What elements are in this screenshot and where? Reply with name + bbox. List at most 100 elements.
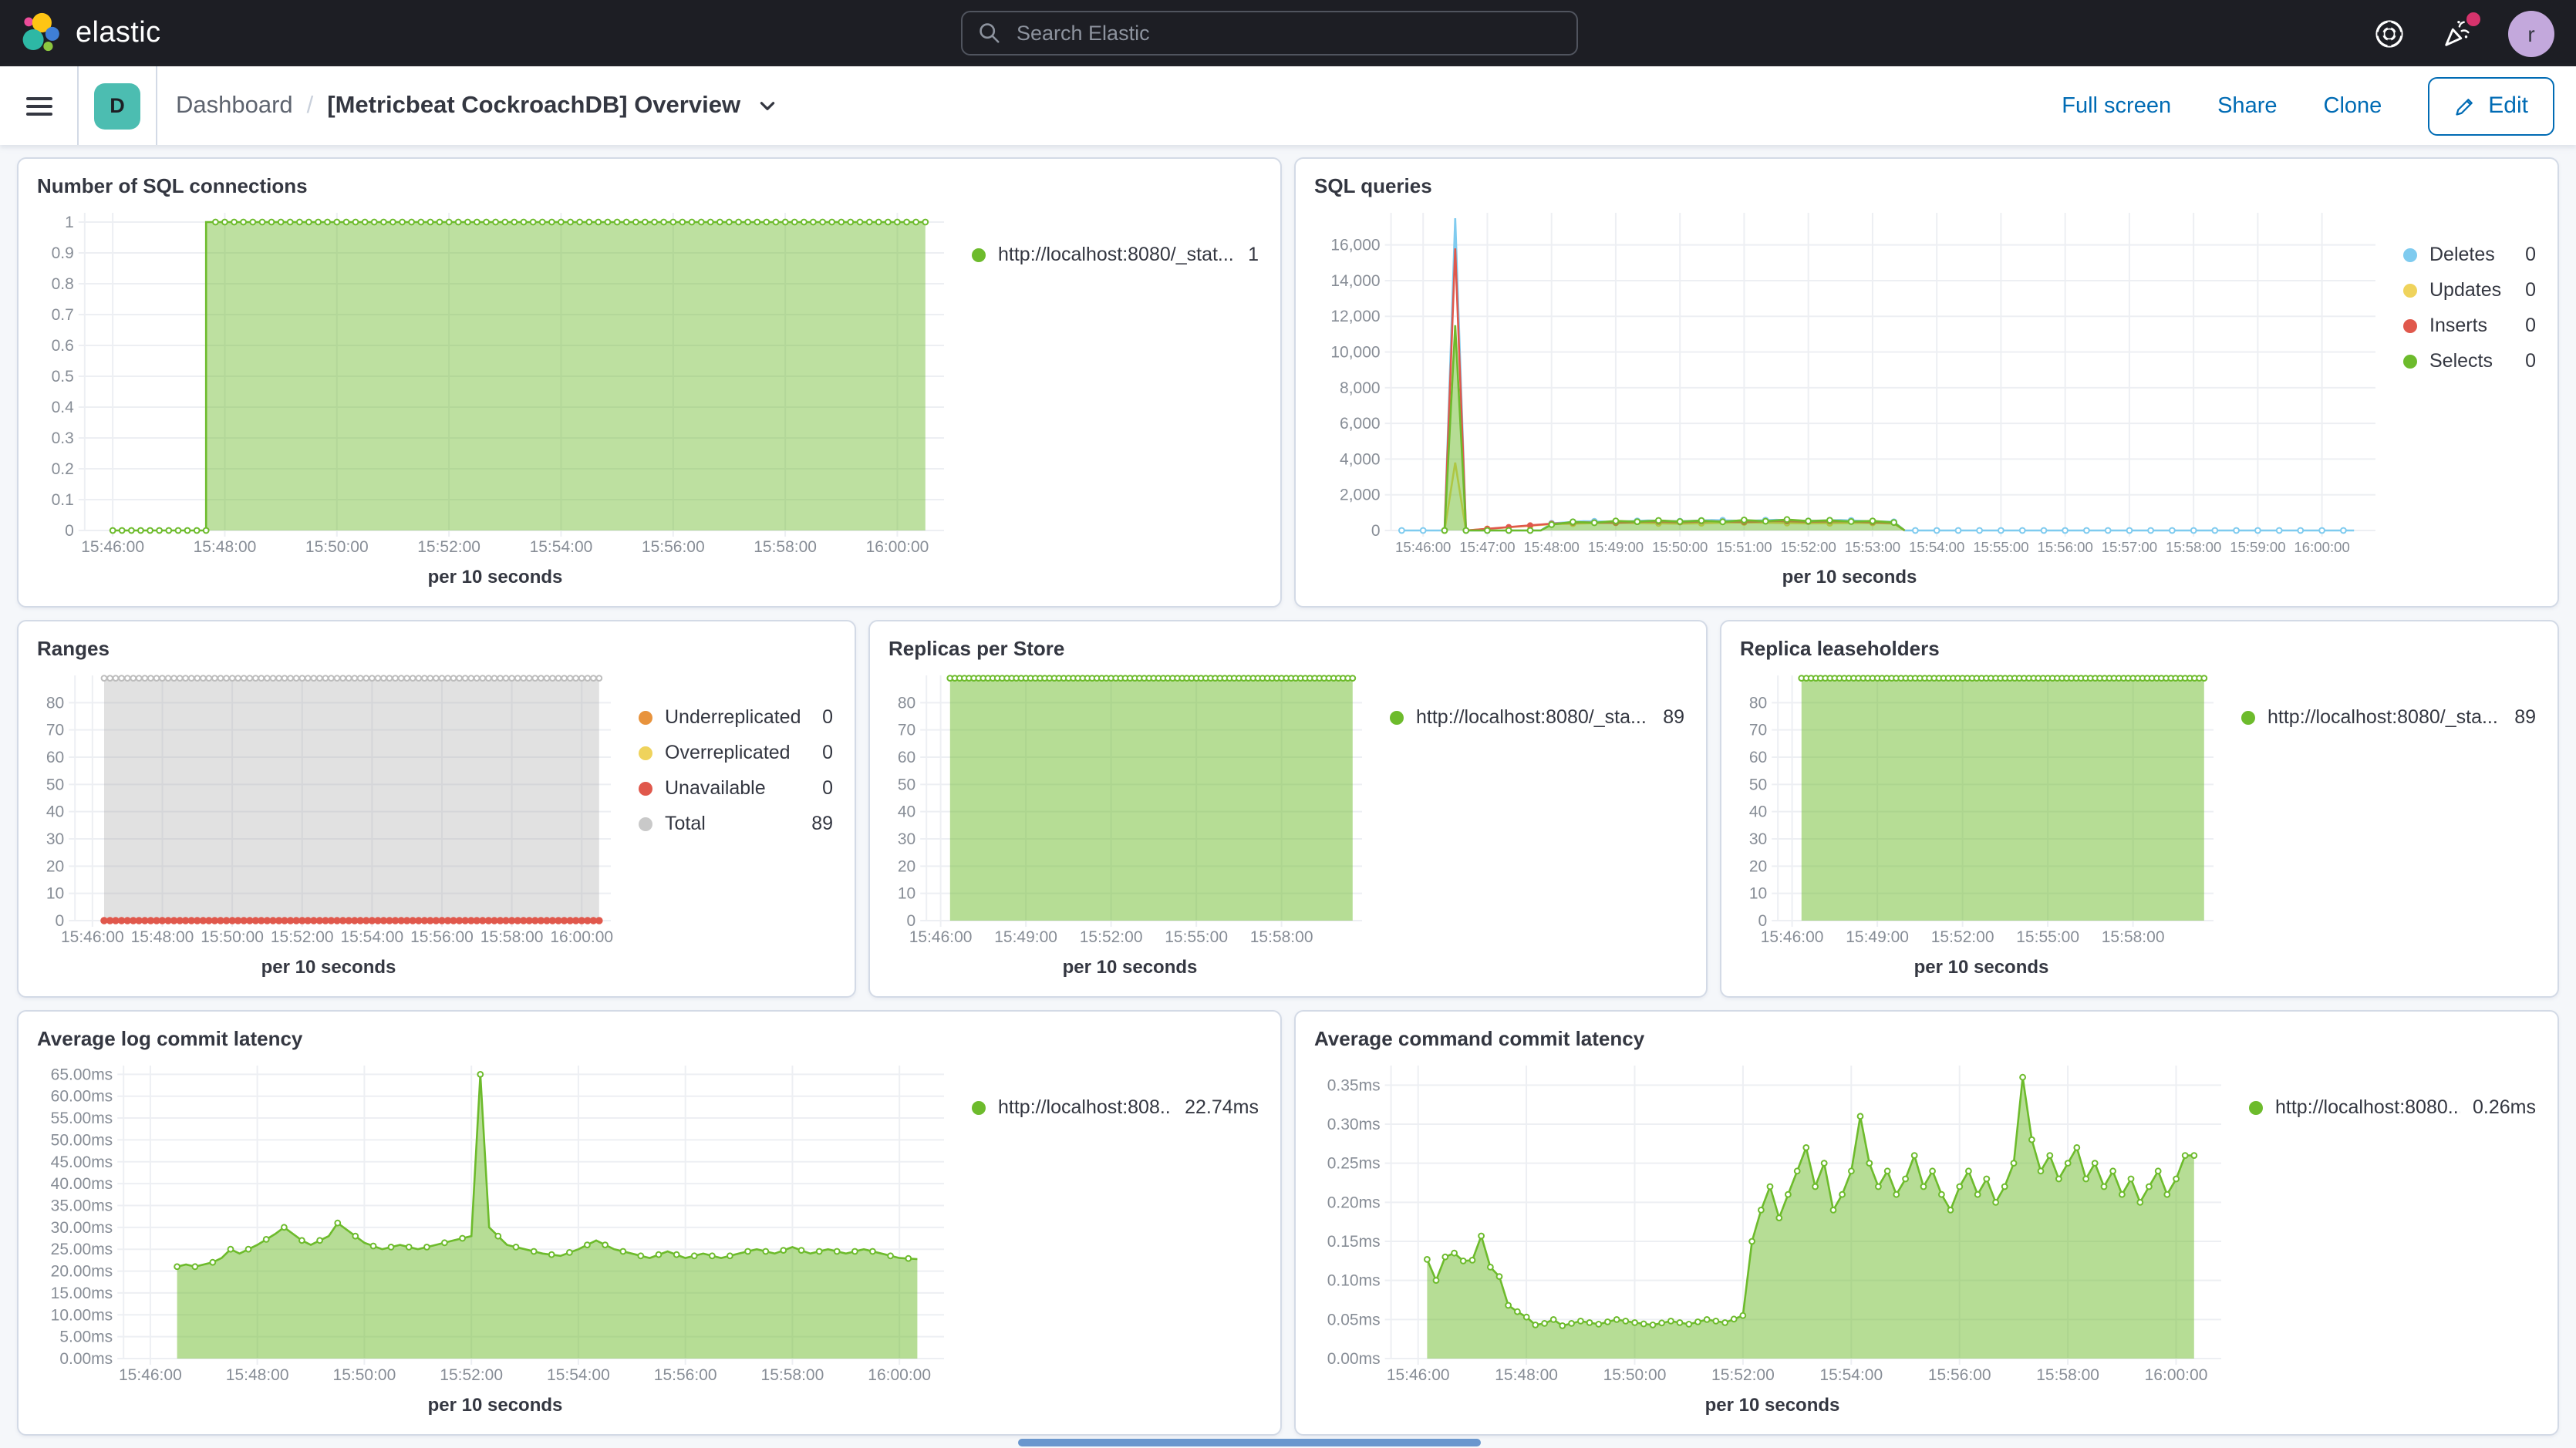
legend-item[interactable]: Inserts 0 <box>2403 315 2536 336</box>
svg-text:60: 60 <box>898 749 915 766</box>
search-input[interactable] <box>1013 20 1561 46</box>
panel-title[interactable]: Ranges <box>37 637 110 660</box>
space-avatar[interactable]: D <box>94 83 140 129</box>
legend-item[interactable]: http://localhost:8080/_stat... 1 <box>972 244 1259 265</box>
divider <box>77 66 79 145</box>
legend-item[interactable]: Updates 0 <box>2403 279 2536 301</box>
svg-text:15:58:00: 15:58:00 <box>2102 928 2165 946</box>
x-axis-label: per 10 seconds <box>427 1394 563 1416</box>
sql-queries-chart[interactable]: 15:46:00 15:47:00 15:48:00 15:49:00 15:50:00… <box>1311 204 2388 561</box>
newsfeed-icon[interactable] <box>2440 12 2480 50</box>
svg-text:15:46:00: 15:46:00 <box>1387 1366 1450 1384</box>
svg-text:10: 10 <box>1749 885 1767 903</box>
svg-text:2,000: 2,000 <box>1340 487 1381 504</box>
command-commit-latency-chart[interactable]: 15:46:00 15:48:00 15:50:00 15:52:00 15:54:00… <box>1311 1056 2234 1389</box>
panel-title[interactable]: Average command commit latency <box>1314 1027 1645 1050</box>
ranges-chart[interactable]: 15:46:00 15:48:00 15:50:00 15:52:00 15:54:00… <box>34 666 623 951</box>
edit-button[interactable]: Edit <box>2428 76 2554 135</box>
chevron-down-icon[interactable] <box>757 96 777 116</box>
legend-item[interactable]: Overreplicated 0 <box>639 742 833 763</box>
elastic-brand[interactable]: elastic <box>0 12 359 54</box>
svg-text:16:00:00: 16:00:00 <box>2294 539 2349 555</box>
legend-item[interactable]: Total 89 <box>639 813 833 834</box>
full-screen-button[interactable]: Full screen <box>2062 93 2172 118</box>
legend-item[interactable]: Selects 0 <box>2403 350 2536 372</box>
svg-text:15:46:00: 15:46:00 <box>119 1366 182 1384</box>
svg-text:0.00ms: 0.00ms <box>59 1350 113 1368</box>
svg-text:0.20ms: 0.20ms <box>1327 1194 1381 1211</box>
legend-value: 22.74ms <box>1185 1096 1259 1118</box>
svg-text:0.00ms: 0.00ms <box>1327 1350 1381 1368</box>
svg-text:45.00ms: 45.00ms <box>51 1153 113 1171</box>
share-button[interactable]: Share <box>2217 93 2278 118</box>
svg-text:70: 70 <box>898 722 915 739</box>
legend-swatch <box>972 248 986 261</box>
dashboard-grid: Number of SQL connections 15:46:00 15:48:… <box>0 145 2576 1448</box>
clone-button[interactable]: Clone <box>2323 93 2382 118</box>
svg-text:0.05ms: 0.05ms <box>1327 1311 1381 1328</box>
svg-text:0.4: 0.4 <box>52 399 75 416</box>
help-icon[interactable] <box>2372 16 2406 50</box>
replica-leaseholders-chart[interactable]: 15:46:00 15:49:00 15:52:00 15:55:00 15:58:00… <box>1737 666 2226 951</box>
global-search[interactable] <box>961 11 1578 56</box>
breadcrumb-dashboard-link[interactable]: Dashboard <box>176 92 293 118</box>
svg-text:15:58:00: 15:58:00 <box>1250 928 1313 946</box>
legend-swatch <box>972 1100 986 1114</box>
svg-text:15:58:00: 15:58:00 <box>761 1366 824 1384</box>
svg-text:15:52:00: 15:52:00 <box>271 928 334 946</box>
panel-title[interactable]: Replica leaseholders <box>1740 637 1940 660</box>
horizontal-scrollbar-thumb[interactable] <box>1018 1439 1481 1446</box>
panel-title[interactable]: Average log commit latency <box>37 1027 303 1050</box>
panel-title[interactable]: SQL queries <box>1314 174 1432 197</box>
menu-icon[interactable] <box>0 66 77 145</box>
sql-connections-chart[interactable]: 15:46:00 15:48:00 15:50:00 15:52:00 15:54:00… <box>34 204 956 561</box>
user-avatar[interactable]: r <box>2508 10 2554 56</box>
log-commit-latency-chart[interactable]: 15:46:00 15:48:00 15:50:00 15:52:00 15:54:00… <box>34 1056 956 1389</box>
legend-swatch <box>1390 710 1404 724</box>
legend-value: 0 <box>822 777 833 799</box>
svg-text:15:50:00: 15:50:00 <box>1603 1366 1667 1384</box>
svg-text:80: 80 <box>46 694 64 712</box>
panel-average-log-commit-latency: Average log commit latency 15:46:00 15:48… <box>17 1010 1282 1436</box>
svg-text:15:52:00: 15:52:00 <box>1080 928 1143 946</box>
svg-text:1: 1 <box>65 214 74 231</box>
svg-text:50: 50 <box>898 776 915 793</box>
svg-text:5.00ms: 5.00ms <box>59 1328 113 1346</box>
legend-item[interactable]: http://localhost:8080/_sta... 89 <box>2241 706 2536 728</box>
svg-text:20.00ms: 20.00ms <box>51 1263 113 1281</box>
svg-text:0.35ms: 0.35ms <box>1327 1076 1381 1094</box>
legend-item[interactable]: http://localhost:8080/_sta... 89 <box>1390 706 1684 728</box>
panel-number-of-sql-connections: Number of SQL connections 15:46:00 15:48:… <box>17 157 1282 608</box>
panel-title[interactable]: Number of SQL connections <box>37 174 308 197</box>
svg-text:25.00ms: 25.00ms <box>51 1241 113 1258</box>
svg-text:30: 30 <box>1749 830 1767 848</box>
legend-label: Underreplicated <box>665 706 801 728</box>
svg-text:15:56:00: 15:56:00 <box>642 538 705 556</box>
svg-text:40: 40 <box>1749 803 1767 821</box>
notification-badge <box>2466 12 2480 25</box>
svg-text:10: 10 <box>898 885 915 903</box>
legend-swatch <box>2241 710 2255 724</box>
svg-text:80: 80 <box>898 694 915 712</box>
legend-item[interactable]: Unavailable 0 <box>639 777 833 799</box>
breadcrumb-separator: / <box>306 92 314 118</box>
x-axis-label: per 10 seconds <box>1913 956 2049 978</box>
svg-text:0: 0 <box>907 912 916 930</box>
divider <box>156 66 157 145</box>
svg-text:16:00:00: 16:00:00 <box>868 1366 931 1384</box>
svg-text:0: 0 <box>56 912 65 930</box>
svg-text:15:50:00: 15:50:00 <box>1652 539 1708 555</box>
legend-item[interactable]: Underreplicated 0 <box>639 706 833 728</box>
svg-text:30.00ms: 30.00ms <box>51 1219 113 1237</box>
chart-legend: http://localhost:8080/_sta... 89 <box>1374 666 1691 984</box>
svg-text:0.9: 0.9 <box>52 244 74 262</box>
legend-label: Selects <box>2429 350 2493 372</box>
legend-item[interactable]: http://localhost:808... 22.74ms <box>972 1096 1259 1118</box>
x-axis-label: per 10 seconds <box>261 956 396 978</box>
legend-item[interactable]: http://localhost:8080... 0.26ms <box>2249 1096 2536 1118</box>
legend-value: 0 <box>2525 315 2536 336</box>
svg-text:15:58:00: 15:58:00 <box>2166 539 2221 555</box>
replicas-per-store-chart[interactable]: 15:46:00 15:49:00 15:52:00 15:55:00 15:58:00… <box>885 666 1374 951</box>
panel-title[interactable]: Replicas per Store <box>888 637 1065 660</box>
legend-item[interactable]: Deletes 0 <box>2403 244 2536 265</box>
